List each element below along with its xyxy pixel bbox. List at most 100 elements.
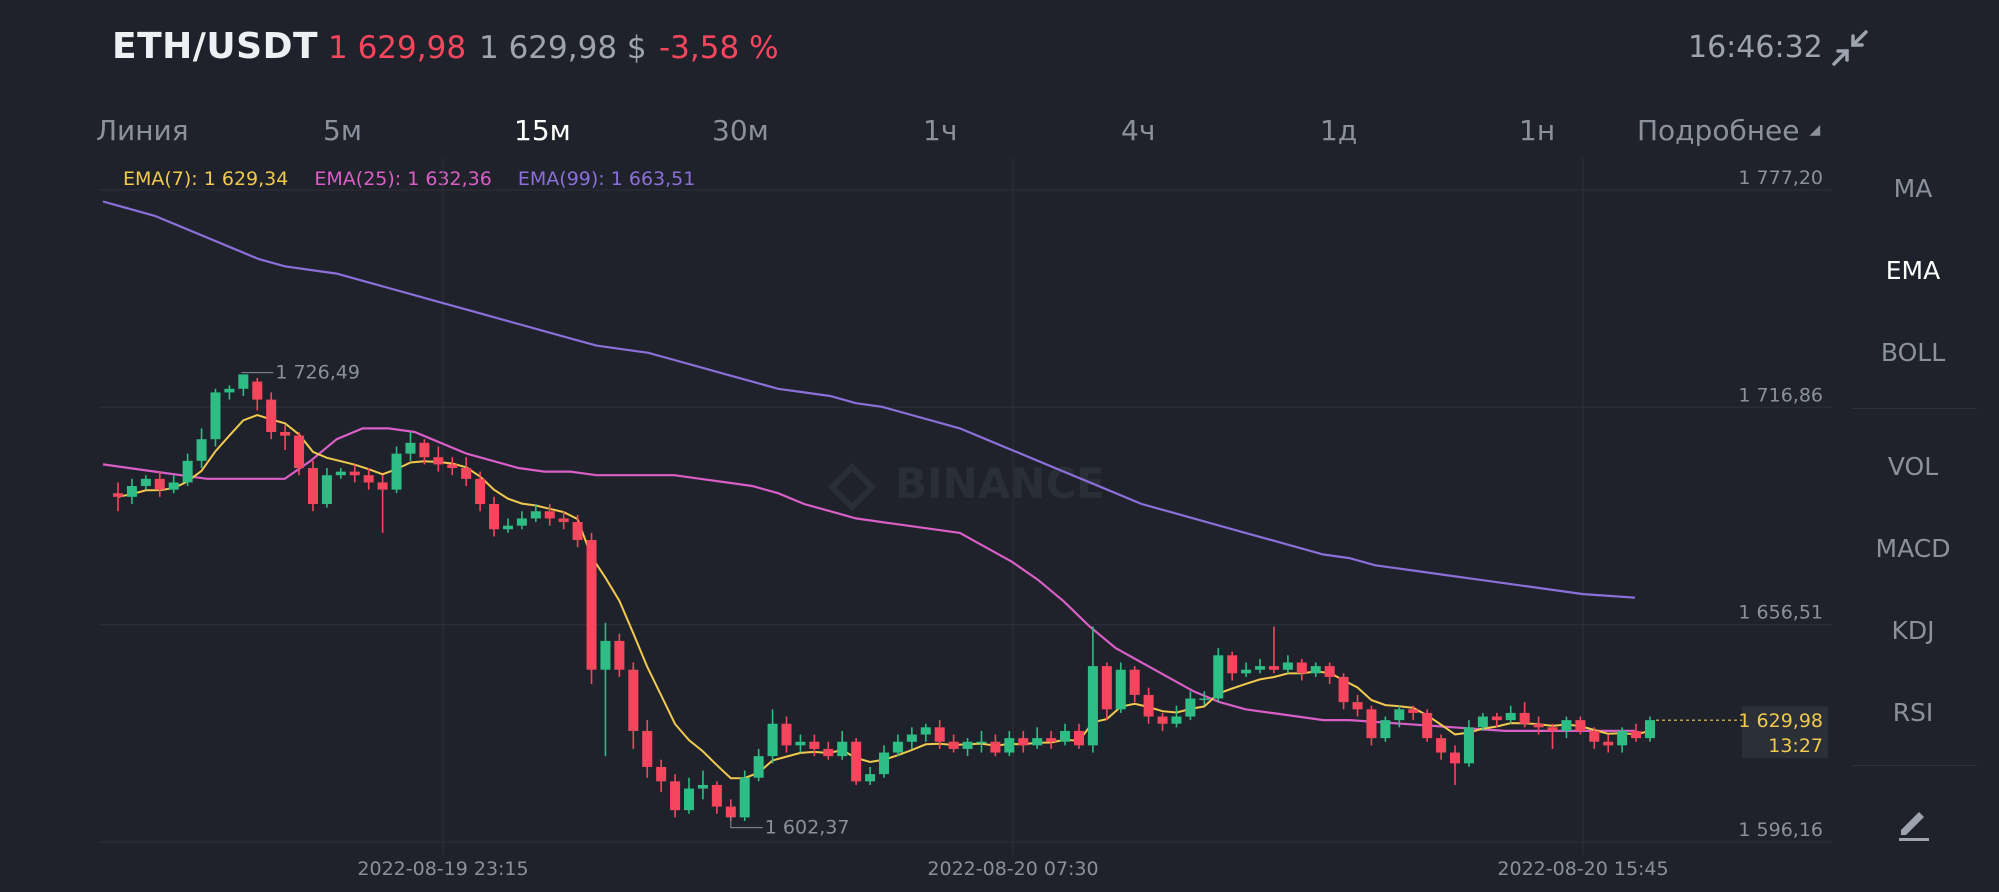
candle-body xyxy=(1324,666,1335,677)
tab-5m[interactable]: 5м xyxy=(323,114,362,147)
candle-body xyxy=(140,478,151,487)
indicator-vol[interactable]: VOL xyxy=(1887,452,1939,481)
candle-body xyxy=(1561,720,1572,731)
candle-body xyxy=(1617,730,1628,746)
indicator-macd[interactable]: MACD xyxy=(1875,534,1951,563)
current-price-box xyxy=(1742,706,1828,759)
trading-pair[interactable]: ETH/USDT xyxy=(112,26,319,67)
candle-body xyxy=(1603,741,1614,746)
candle-body xyxy=(154,478,165,490)
candle-body xyxy=(837,741,848,757)
candle-body xyxy=(1547,727,1558,731)
candle-body xyxy=(238,374,249,389)
candle-body xyxy=(1241,669,1252,674)
caret-down-icon: ◢ xyxy=(1809,122,1821,138)
candle-body xyxy=(684,788,695,811)
candle-body xyxy=(1352,702,1363,710)
candle-body xyxy=(586,540,597,670)
candle-body xyxy=(1032,738,1043,746)
candle-body xyxy=(544,511,555,519)
tab-line[interactable]: Линия xyxy=(96,114,189,147)
candle-body xyxy=(753,756,764,778)
more-dropdown[interactable]: Подробнее ◢ xyxy=(1637,114,1820,147)
candle-body xyxy=(697,784,708,789)
candle-body xyxy=(475,478,486,505)
candle-body xyxy=(865,774,876,782)
candle-body xyxy=(530,511,541,519)
candle-body xyxy=(920,727,931,735)
candle-body xyxy=(210,392,221,440)
indicator-kdj[interactable]: KDJ xyxy=(1891,616,1935,645)
ema99-label: EMA(99): 1 663,51 xyxy=(517,168,696,190)
candle-body xyxy=(1366,709,1377,739)
candle-body xyxy=(1491,716,1502,721)
candle-body xyxy=(419,442,430,458)
candle-body xyxy=(335,471,346,476)
candle-body xyxy=(307,468,318,505)
last-price: 1 629,98 xyxy=(328,30,467,66)
candle-body xyxy=(628,669,639,731)
collapse-arrows-icon[interactable] xyxy=(1830,28,1870,68)
clock: 16:46:32 xyxy=(1688,30,1823,65)
candle-body xyxy=(892,741,903,753)
tab-30m[interactable]: 30м xyxy=(712,114,769,147)
candle-body xyxy=(906,734,917,742)
ema25-line xyxy=(102,427,1635,732)
x-tick-label: 2022-08-19 23:15 xyxy=(357,858,528,880)
candle-body xyxy=(280,432,291,436)
candle-body xyxy=(823,748,834,757)
tab-4h[interactable]: 4ч xyxy=(1121,114,1156,147)
candle-body xyxy=(948,741,959,749)
watermark-text: BINANCE xyxy=(895,459,1105,508)
candle-body xyxy=(1477,716,1488,728)
candle-body xyxy=(489,504,500,530)
y-tick-label: 1 596,16 xyxy=(1738,819,1823,841)
candle-body xyxy=(1157,716,1168,724)
candle-body xyxy=(168,482,179,490)
candle-body xyxy=(1644,720,1656,739)
candle-body xyxy=(1533,723,1544,728)
candle-body xyxy=(1060,730,1071,742)
indicator-ma[interactable]: MA xyxy=(1893,174,1933,203)
x-tick-label: 2022-08-20 07:30 xyxy=(927,858,1098,880)
tab-1w[interactable]: 1н xyxy=(1519,114,1556,147)
candle-body xyxy=(1380,720,1391,739)
ema7-label: EMA(7): 1 629,34 xyxy=(123,168,289,190)
candle-body xyxy=(1143,694,1154,717)
candle-body xyxy=(516,518,527,526)
indicator-rsi[interactable]: RSI xyxy=(1892,698,1934,727)
candle-body xyxy=(878,752,890,775)
candle-body xyxy=(252,381,263,400)
candle-body xyxy=(1115,669,1126,710)
candle-body xyxy=(809,741,820,749)
ticker-header: ETH/USDT 1 629,98 1 629,98 $ -3,58 % 16:… xyxy=(0,0,1999,100)
candle-body xyxy=(1463,727,1474,764)
y-tick-label: 1 656,51 xyxy=(1738,602,1823,624)
candle-body xyxy=(363,475,374,483)
candle-body xyxy=(976,741,987,744)
candle-body xyxy=(182,460,193,483)
low-marker-line xyxy=(730,815,763,829)
tab-1h[interactable]: 1ч xyxy=(923,114,958,147)
candlestick-chart[interactable]: BINANCE 1 777,20 1 716,86 1 656,51 1 596,16 2… xyxy=(0,150,1840,892)
indicator-boll[interactable]: BOLL xyxy=(1880,338,1946,367)
candle-body xyxy=(1004,738,1015,753)
candle-body xyxy=(1450,752,1461,764)
indicator-ema[interactable]: EMA xyxy=(1885,256,1941,285)
tab-1d[interactable]: 1д xyxy=(1320,114,1358,147)
candle-body xyxy=(1338,676,1349,703)
pencil-icon[interactable] xyxy=(1895,805,1933,843)
candle-body xyxy=(112,493,124,497)
candle-body xyxy=(377,482,388,490)
candle-body xyxy=(1255,666,1266,670)
candle-body xyxy=(781,723,792,746)
candle-body xyxy=(1171,716,1182,724)
candle-body xyxy=(934,727,945,742)
panel-divider xyxy=(1852,408,1977,409)
low-label: 1 602,37 xyxy=(765,817,850,839)
tab-15m[interactable]: 15м xyxy=(514,114,571,147)
candle-body xyxy=(1575,720,1586,731)
panel-divider xyxy=(1852,765,1977,766)
candle-body xyxy=(990,741,1001,753)
price-change: -3,58 % xyxy=(659,30,779,66)
